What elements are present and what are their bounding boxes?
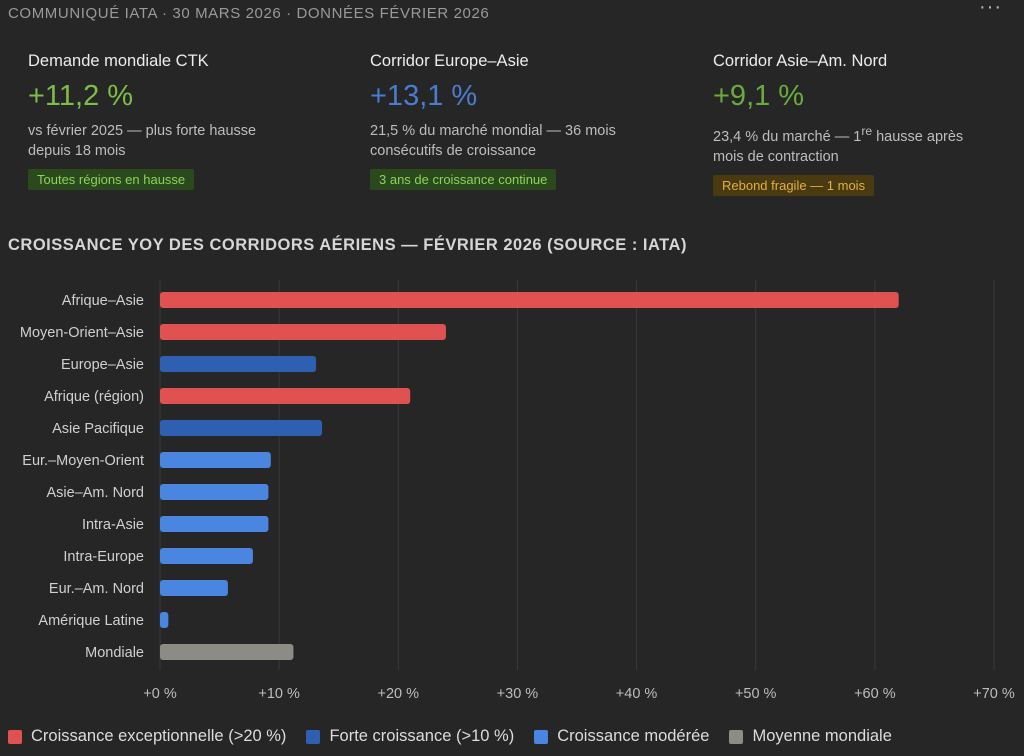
legend-swatch <box>306 729 321 744</box>
more-options-icon[interactable]: ··· <box>979 0 1002 18</box>
legend-item: Croissance exceptionnelle (>20 %) <box>8 727 286 746</box>
legend-swatch <box>8 729 22 744</box>
legend-label: Croissance exceptionnelle (>20 %) <box>31 727 287 745</box>
bar <box>160 612 169 628</box>
x-tick-label: +20 % <box>378 686 420 702</box>
kpi-description: vs février 2025 — plus forte hausse depu… <box>28 121 328 161</box>
kpi-card-global-demand: Demande mondiale CTK +11,2 % vs février … <box>28 52 328 190</box>
category-label: Europe–Asie <box>61 357 144 373</box>
bar <box>160 516 269 532</box>
release-header: COMMUNIQUÉ IATA · 30 MARS 2026 · DONNÉES… <box>8 5 490 22</box>
kpi-card-asia-north-america: Corridor Asie–Am. Nord +9,1 % 23,4 % du … <box>713 52 1013 196</box>
category-label: Intra-Europe <box>63 549 144 565</box>
x-tick-label: +40 % <box>616 686 658 702</box>
x-tick-label: +60 % <box>854 686 896 702</box>
kpi-description: 21,5 % du marché mondial — 36 mois consé… <box>370 121 670 161</box>
corridor-growth-bar-chart: +0 % +10 % +20 % +30 % +40 % +50 % +60 % +70 % A… <box>20 280 1015 702</box>
category-label: Asie Pacifique <box>52 421 144 437</box>
kpi-desc-line: vs février 2025 — plus forte hausse <box>28 123 257 139</box>
bar <box>160 452 271 468</box>
bar <box>160 292 899 308</box>
category-label: Eur.–Moyen-Orient <box>22 453 144 469</box>
kpi-value: +9,1 % <box>713 80 805 112</box>
ordinal-superscript: re <box>861 124 873 138</box>
x-tick-label: +30 % <box>497 686 539 702</box>
kpi-desc-line: depuis 18 mois <box>28 143 126 159</box>
bar <box>160 644 294 660</box>
legend-label: Forte croissance (>10 %) <box>329 727 515 745</box>
legend-swatch <box>534 729 549 744</box>
category-label: Afrique–Asie <box>62 293 144 309</box>
kpi-title: Corridor Europe–Asie <box>370 52 529 70</box>
legend-item: Forte croissance (>10 %) <box>306 727 514 746</box>
kpi-description: 23,4 % du marché — 1re hausse après mois… <box>713 121 1013 167</box>
bar <box>160 548 253 564</box>
legend-label: Croissance modérée <box>557 727 710 745</box>
kpi-desc-line: 21,5 % du marché mondial — 36 mois <box>370 123 616 139</box>
kpi-desc-line: consécutifs de croissance <box>370 143 537 159</box>
bar <box>160 388 411 404</box>
x-tick-label: +10 % <box>258 686 300 702</box>
bar <box>160 420 323 436</box>
chart-legend: Croissance exceptionnelle (>20 %) Forte c… <box>8 727 912 746</box>
kpi-value: +13,1 % <box>370 80 478 112</box>
bar <box>160 324 446 340</box>
status-badge: Toutes régions en hausse <box>28 169 195 190</box>
category-label: Mondiale <box>85 645 144 661</box>
kpi-card-europe-asia: Corridor Europe–Asie +13,1 % 21,5 % du m… <box>370 52 670 190</box>
kpi-title: Demande mondiale CTK <box>28 52 209 70</box>
category-label: Afrique (région) <box>44 389 144 405</box>
legend-label: Moyenne mondiale <box>752 727 892 745</box>
bar <box>160 484 269 500</box>
kpi-desc-line: 23,4 % du marché — 1re hausse après <box>713 121 1013 147</box>
bar <box>160 580 228 596</box>
legend-item: Moyenne mondiale <box>729 727 892 746</box>
x-tick-label: +70 % <box>973 686 1015 702</box>
category-label: Asie–Am. Nord <box>46 485 144 501</box>
bar <box>160 356 317 372</box>
kpi-value: +11,2 % <box>28 80 134 112</box>
legend-item: Croissance modérée <box>534 727 709 746</box>
legend-swatch <box>729 729 744 744</box>
category-label: Moyen-Orient–Asie <box>20 325 144 341</box>
category-label: Intra-Asie <box>82 517 144 533</box>
kpi-desc-line: mois de contraction <box>713 148 839 165</box>
category-label: Amérique Latine <box>38 613 144 629</box>
x-tick-label: +0 % <box>143 686 177 702</box>
chart-title: CROISSANCE YOY DES CORRIDORS AÉRIENS — F… <box>8 236 687 254</box>
kpi-desc-text: 23,4 % du marché — 1 <box>713 128 862 145</box>
status-badge: Rebond fragile — 1 mois <box>713 174 875 196</box>
status-badge: 3 ans de croissance continue <box>370 169 557 190</box>
x-tick-label: +50 % <box>735 686 777 702</box>
kpi-title: Corridor Asie–Am. Nord <box>713 52 888 70</box>
category-label: Eur.–Am. Nord <box>49 581 144 597</box>
kpi-desc-text: hausse après <box>872 128 964 145</box>
